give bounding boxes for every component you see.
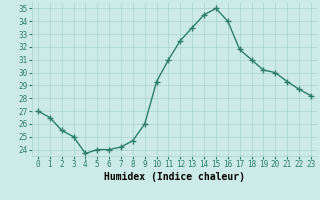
X-axis label: Humidex (Indice chaleur): Humidex (Indice chaleur) (104, 172, 245, 182)
